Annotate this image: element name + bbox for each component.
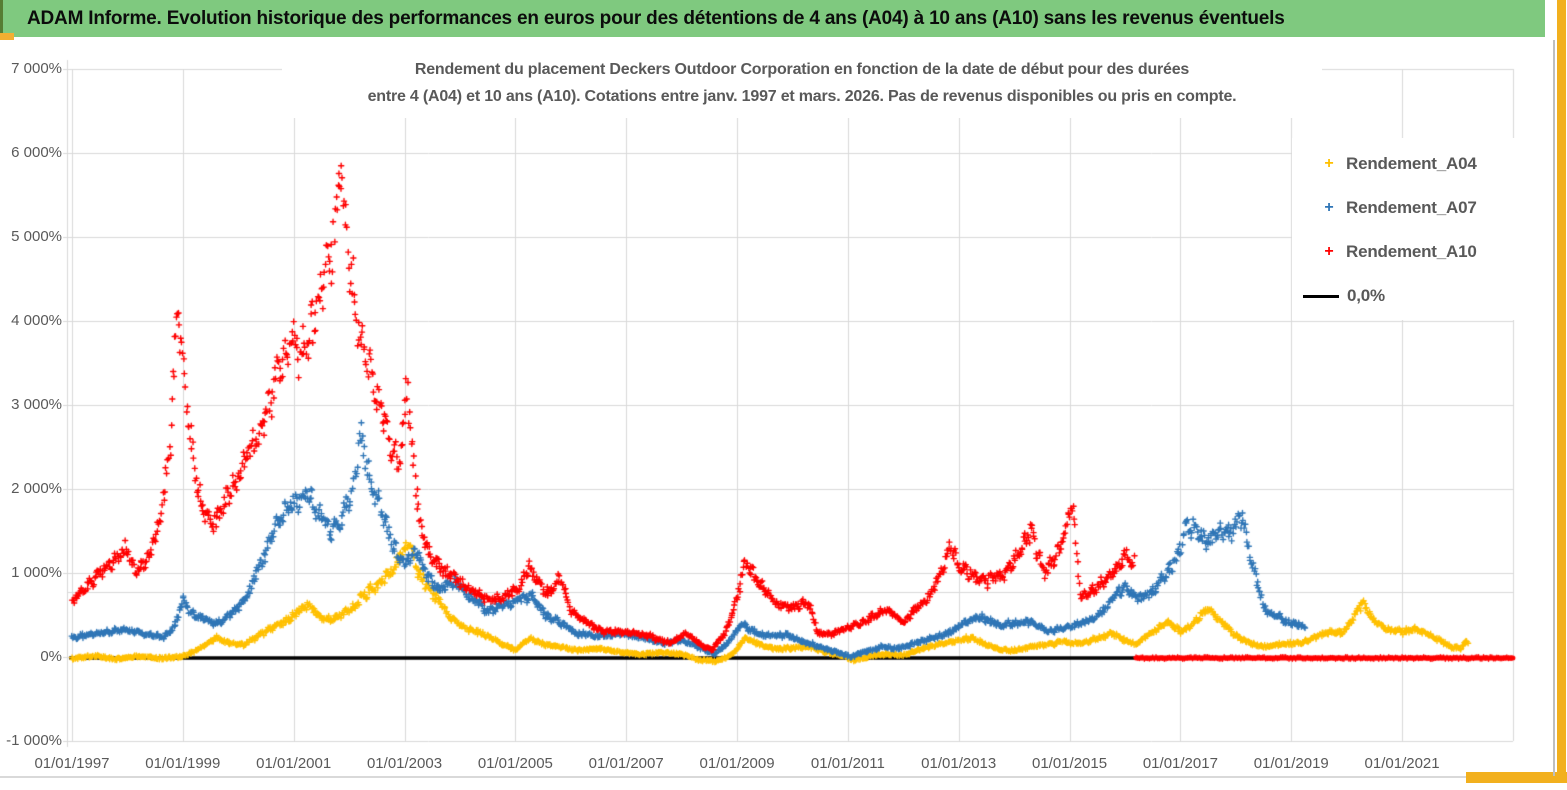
x-axis-label: 01/01/2017: [1142, 755, 1218, 772]
gold-right-accent: [1557, 0, 1566, 783]
legend: + Rendement_A04 + Rendement_A07 + Rendement_A…: [1292, 138, 1540, 320]
x-axis-label: 01/01/1997: [34, 755, 110, 772]
legend-item-0-0-: 0,0%: [1292, 276, 1540, 316]
y-axis-label: 5 000%: [11, 228, 62, 245]
y-axis-label: 2 000%: [11, 480, 62, 497]
x-axis-label: 01/01/2007: [588, 755, 664, 772]
x-axis-label: 01/01/1999: [145, 755, 221, 772]
y-axis-label: -1 000%: [6, 732, 62, 749]
x-axis-label: 01/01/2011: [810, 755, 885, 772]
y-axis-label: 0%: [40, 648, 62, 665]
chart-title-line1: Rendement du placement Deckers Outdoor C…: [414, 61, 1190, 78]
x-axis-label: 01/01/2015: [1032, 755, 1108, 772]
y-axis-label: 7 000%: [11, 60, 62, 77]
x-axis-label: 01/01/2001: [256, 755, 332, 772]
banner: ADAM Informe. Evolution historique des p…: [0, 0, 1545, 37]
chart-title-line2: entre 4 (A04) et 10 ans (A10). Cotations…: [367, 88, 1237, 105]
gold-bottom-accent: [1466, 772, 1567, 783]
x-axis-label: 01/01/2013: [921, 755, 997, 772]
plus-marker-icon: +: [1324, 199, 1334, 216]
legend-item-label: Rendement_A04: [1346, 154, 1477, 173]
legend-item-label: Rendement_A10: [1346, 242, 1477, 261]
y-axis-label: 1 000%: [11, 564, 62, 581]
gold-tab-accent: [0, 33, 14, 40]
plus-marker-icon: +: [1324, 155, 1334, 172]
y-axis-label: 6 000%: [11, 144, 62, 161]
plus-marker-icon: +: [1324, 243, 1334, 260]
x-axis-label: 01/01/2005: [477, 755, 553, 772]
y-axis-label: 3 000%: [11, 396, 62, 413]
chart-right-border: [1553, 40, 1555, 776]
banner-title: ADAM Informe. Evolution historique des p…: [27, 7, 1285, 29]
chart-title: Rendement du placement Deckers Outdoor C…: [282, 56, 1322, 118]
line-marker-icon: [1303, 294, 1339, 298]
legend-item-rendement-a10: + Rendement_A10: [1292, 232, 1540, 272]
x-axis-label: 01/01/2021: [1364, 755, 1440, 772]
legend-item-rendement-a04: + Rendement_A04: [1292, 144, 1540, 184]
x-axis-label: 01/01/2019: [1253, 755, 1329, 772]
x-axis-label: 01/01/2003: [366, 755, 443, 772]
y-axis-label: 4 000%: [11, 312, 62, 329]
x-axis-label: 01/01/2009: [699, 755, 775, 772]
legend-item-label: Rendement_A07: [1346, 198, 1477, 217]
legend-item-label: 0,0%: [1347, 286, 1385, 305]
legend-item-rendement-a07: + Rendement_A07: [1292, 188, 1540, 228]
chart-bottom-border: [0, 776, 1468, 778]
